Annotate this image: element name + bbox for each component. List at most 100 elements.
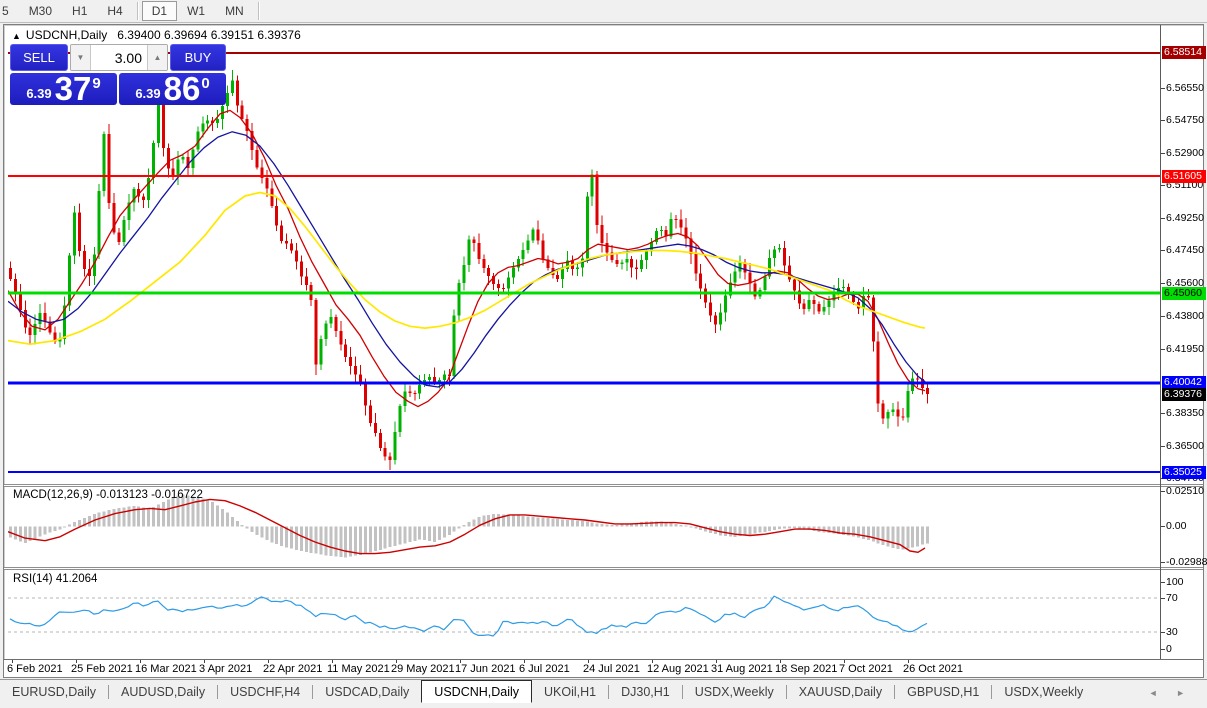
- chart-tab-dj30-h1[interactable]: DJ30,H1: [621, 685, 670, 699]
- timeframe-button-m30[interactable]: M30: [28, 4, 53, 18]
- rsi-tick-mark: [1161, 598, 1165, 599]
- price-badge: 6.45060: [1162, 286, 1206, 300]
- volume-spinner: ▼ ▲: [70, 44, 168, 71]
- chart-symbol-label: USDCNH,Daily: [25, 28, 108, 42]
- chart-tab-usdcnh-daily[interactable]: USDCNH,Daily: [421, 680, 533, 703]
- timeframe-button-h4[interactable]: H4: [107, 4, 123, 18]
- date-label: 6 Feb 2021: [7, 663, 63, 675]
- date-label: 16 Mar 2021: [135, 663, 197, 675]
- tab-separator: [991, 685, 993, 699]
- buy-price-box[interactable]: 6.39 86 0: [119, 70, 226, 107]
- timeframe-button-5[interactable]: 5: [2, 4, 9, 18]
- macd-signal-line: [8, 498, 926, 555]
- chart-title: ▲ USDCNH,Daily 6.39400 6.39694 6.39151 6.3…: [12, 28, 301, 42]
- rsi-label: RSI(14) 41.2064: [13, 573, 98, 585]
- date-tick-mark: [76, 660, 77, 663]
- ma-fast: [8, 109, 926, 408]
- price-badge: 6.39376: [1162, 388, 1206, 402]
- rsi-indicator-pane[interactable]: [8, 571, 1160, 658]
- price-axis[interactable]: 6.56550 6.54750 6.52900 6.51100 6.49250 6.474…: [1161, 42, 1206, 485]
- date-label: 11 May 2021: [327, 663, 390, 675]
- rsi-tick-label: 100: [1166, 576, 1184, 588]
- sell-button[interactable]: SELL: [10, 44, 68, 71]
- date-tick-mark: [140, 660, 141, 663]
- price-tick-label: 6.54750: [1166, 114, 1204, 127]
- macd-axis: 0.02510 0.00 -0.02988: [1161, 485, 1207, 568]
- chart-tab-gbpusd-h1[interactable]: GBPUSD,H1: [907, 685, 980, 699]
- collapse-icon[interactable]: ▲: [12, 31, 21, 41]
- tab-separator: [608, 685, 610, 699]
- date-label: 24 Jul 2021: [583, 663, 640, 675]
- volume-decrease-button[interactable]: ▼: [71, 45, 91, 70]
- timeframe-button-w1[interactable]: W1: [187, 4, 206, 18]
- price-tick-mark: [1161, 316, 1165, 317]
- date-tick-mark: [588, 660, 589, 663]
- tab-separator: [108, 685, 110, 699]
- date-tick-mark: [652, 660, 653, 663]
- chart-tab-usdchf-h4[interactable]: USDCHF,H4: [230, 685, 301, 699]
- date-tick-mark: [268, 660, 269, 663]
- buy-price-big: 86: [163, 70, 201, 107]
- pane-divider[interactable]: [4, 484, 1203, 487]
- chart-tab-audusd-daily[interactable]: AUDUSD,Daily: [121, 685, 206, 699]
- sell-price-big: 37: [54, 70, 92, 107]
- price-badge: 6.40042: [1162, 376, 1206, 390]
- timeframe-button-d1[interactable]: D1: [141, 1, 178, 21]
- date-axis[interactable]: 6 Feb 2021 25 Feb 2021 16 Mar 2021 3 Apr 20…: [4, 659, 1203, 677]
- price-tick-mark: [1161, 349, 1165, 350]
- tab-separator: [681, 685, 683, 699]
- price-tick-mark: [1161, 446, 1165, 447]
- tab-scroll-arrows[interactable]: ◄ ►: [1148, 688, 1193, 698]
- price-tick-mark: [1161, 413, 1165, 414]
- price-tick-label: 6.38350: [1166, 406, 1204, 419]
- date-tick-mark: [716, 660, 717, 663]
- rsi-axis: 100 70 30 0: [1161, 571, 1206, 658]
- date-tick-mark: [908, 660, 909, 663]
- timeframe-toolbar: 5 M30 H1 H4 D1 W1 MN: [0, 0, 1207, 23]
- candles: [9, 70, 929, 470]
- sell-price-prefix: 6.39: [26, 86, 52, 101]
- timeframe-button-mn[interactable]: MN: [225, 4, 244, 18]
- date-label: 6 Jul 2021: [519, 663, 570, 675]
- macd-indicator-pane[interactable]: [8, 487, 1160, 568]
- volume-increase-button[interactable]: ▲: [147, 45, 167, 70]
- rsi-tick-mark: [1161, 582, 1165, 583]
- pane-divider[interactable]: [4, 567, 1203, 570]
- price-tick-mark: [1161, 88, 1165, 89]
- date-tick-mark: [396, 660, 397, 663]
- price-axis-separator: [1160, 25, 1161, 659]
- tab-separator: [785, 685, 787, 699]
- macd-tick-mark: [1161, 562, 1165, 563]
- buy-button[interactable]: BUY: [170, 44, 226, 71]
- price-tick-label: 6.43800: [1166, 309, 1204, 322]
- price-tick-mark: [1161, 120, 1165, 121]
- price-tick-label: 6.41950: [1166, 342, 1204, 355]
- date-label: 3 Apr 2021: [199, 663, 253, 675]
- main-price-chart[interactable]: [8, 42, 1160, 485]
- sell-price-pip: 9: [92, 75, 101, 92]
- price-tick-label: 6.47450: [1166, 244, 1204, 257]
- price-badge: 6.51605: [1162, 169, 1206, 183]
- price-tick-mark: [1161, 250, 1165, 251]
- chart-tab-bar: EURUSD,Daily AUDUSD,Daily USDCHF,H4 USDCAD,…: [0, 679, 1207, 703]
- sell-price-box[interactable]: 6.39 37 9: [10, 70, 117, 107]
- timeframe-button-h1[interactable]: H1: [72, 4, 88, 18]
- price-badge: 6.58514: [1162, 46, 1206, 60]
- tab-separator: [312, 685, 314, 699]
- chart-tab-xauusd-daily[interactable]: XAUUSD,Daily: [798, 685, 883, 699]
- price-tick-label: 6.36500: [1166, 439, 1204, 452]
- date-label: 17 Jun 2021: [455, 663, 516, 675]
- chart-tab-usdx-weekly[interactable]: USDX,Weekly: [1004, 685, 1084, 699]
- chart-tab-eurusd-daily[interactable]: EURUSD,Daily: [12, 685, 97, 699]
- date-label: 26 Oct 2021: [903, 663, 963, 675]
- chart-tab-usdx-weekly[interactable]: USDX,Weekly: [694, 685, 774, 699]
- chart-tab-ukoil-h1[interactable]: UKOil,H1: [544, 685, 597, 699]
- price-tick-label: 6.56550: [1166, 82, 1204, 95]
- chart-tab-usdcad-daily[interactable]: USDCAD,Daily: [325, 685, 410, 699]
- volume-input[interactable]: [91, 45, 147, 70]
- date-label: 25 Feb 2021: [71, 663, 133, 675]
- macd-histogram: [9, 494, 929, 558]
- macd-tick-mark: [1161, 491, 1165, 492]
- rsi-line: [9, 595, 928, 637]
